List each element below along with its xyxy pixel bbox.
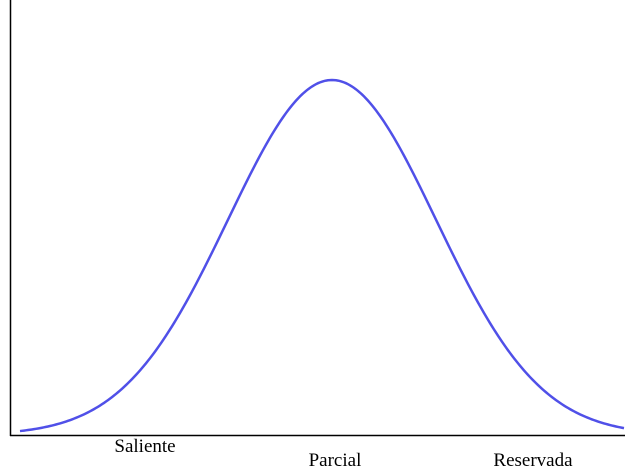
bell-curve: [19, 78, 625, 433]
label-saliente: Saliente: [114, 436, 175, 457]
label-reservada: Reservada: [493, 450, 573, 471]
label-parcial: Parcial: [309, 450, 362, 471]
